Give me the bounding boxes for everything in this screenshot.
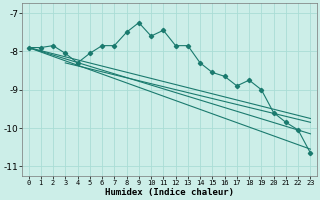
X-axis label: Humidex (Indice chaleur): Humidex (Indice chaleur) [105, 188, 234, 197]
